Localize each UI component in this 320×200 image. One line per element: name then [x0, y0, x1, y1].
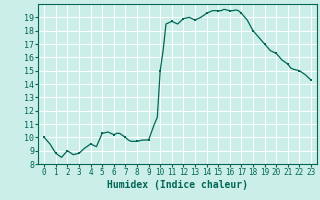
X-axis label: Humidex (Indice chaleur): Humidex (Indice chaleur): [107, 180, 248, 190]
